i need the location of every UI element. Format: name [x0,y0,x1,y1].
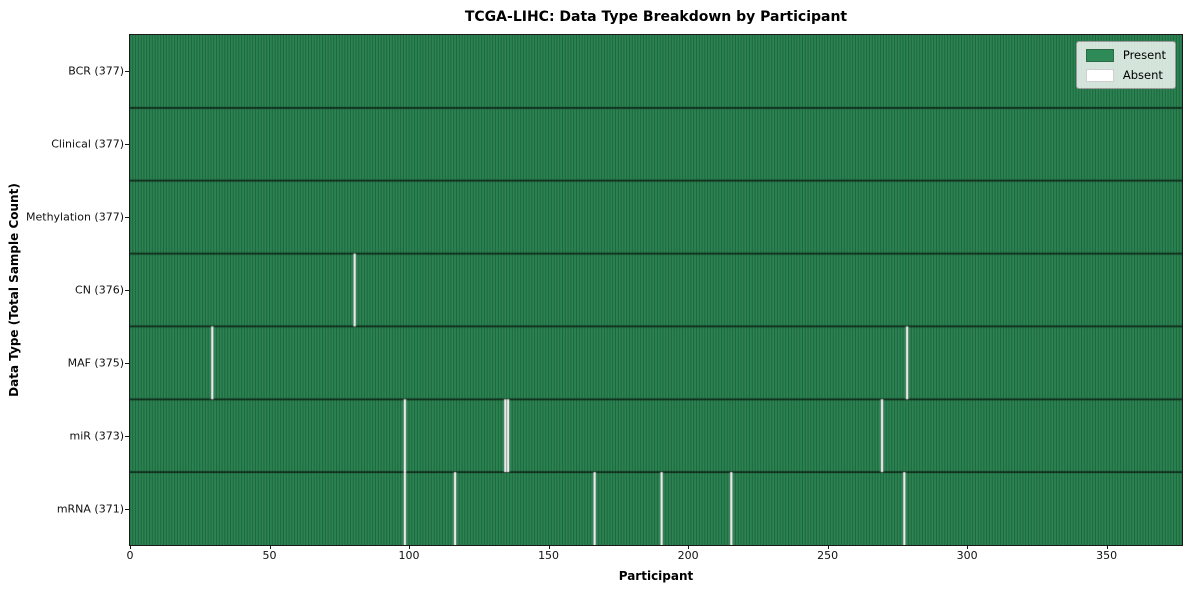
x-tick-label: 150 [538,549,560,562]
y-tick-label: CN (376) [75,283,124,297]
x-tick-label: 0 [126,549,134,562]
x-tick-label: 300 [956,549,978,562]
y-tick-mark [125,508,129,510]
y-tick-label: MAF (375) [67,356,124,370]
y-tick-mark [125,362,129,364]
plot-area [129,34,1183,546]
x-tick-label: 350 [1096,549,1118,562]
y-tick-mark [125,435,129,437]
y-tick-label: Clinical (377) [51,137,124,151]
y-tick-label: miR (373) [69,429,125,443]
y-tick-mark [125,144,129,146]
legend-label-present: Present [1122,48,1166,62]
legend-item-present: Present [1085,48,1166,62]
legend-label-absent: Absent [1122,68,1163,82]
x-axis-label: Participant [618,569,694,583]
legend: Present Absent [1075,41,1176,89]
y-tick-label: Methylation (377) [26,210,124,224]
y-tick-mark [125,290,129,291]
absent-swatch-icon [1085,68,1114,82]
present-swatch-icon [1085,48,1114,62]
x-tick-label: 100 [398,549,420,562]
y-tick-label: mRNA (371) [56,502,124,516]
x-tick-label: 250 [817,549,839,562]
y-axis-ticks: BCR (377) Clinical (377) Methylation (377)… [0,0,129,600]
x-tick-label: 50 [262,549,277,562]
x-tick-label: 200 [677,549,699,562]
legend-item-absent: Absent [1085,68,1166,82]
y-tick-label: BCR (377) [68,64,124,78]
y-tick-mark [125,217,129,219]
y-tick-mark [125,71,129,73]
heatmap-canvas [130,35,1182,545]
chart-title: TCGA-LIHC: Data Type Breakdown by Partic… [464,9,848,25]
